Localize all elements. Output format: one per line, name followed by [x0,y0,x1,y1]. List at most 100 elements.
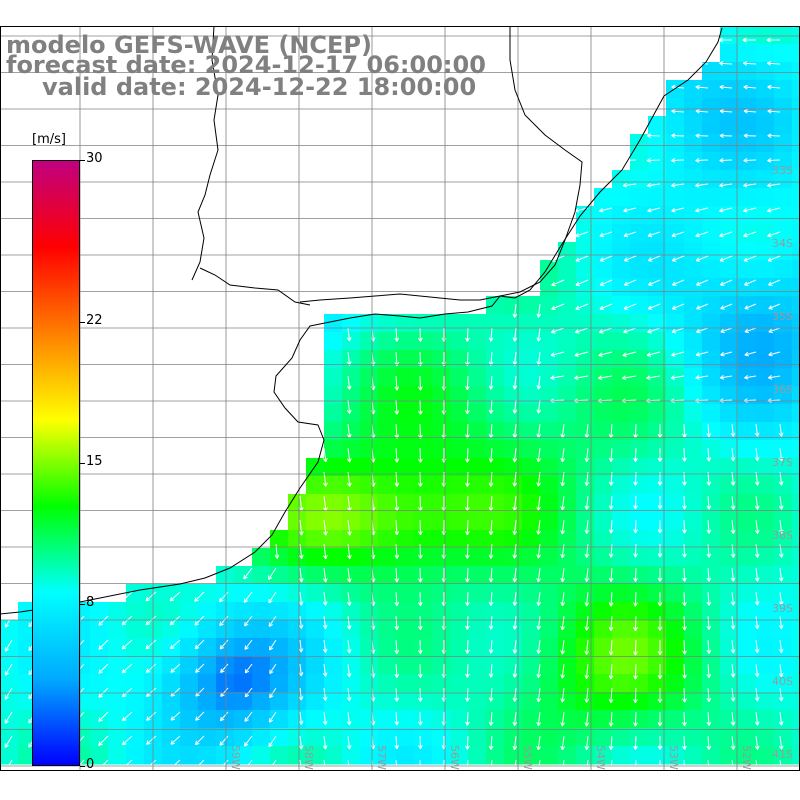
wind-speed-cell [558,314,577,333]
wind-arrow [488,519,494,536]
wind-speed-cell [234,656,253,675]
wind-arrow [269,639,277,651]
wind-speed-cell [522,566,541,585]
wind-arrow [778,687,784,702]
latitude-label: 41S [772,748,793,761]
wind-arrow [742,37,757,43]
wind-speed-cell [612,350,631,369]
wind-speed-cell [720,494,739,513]
wind-speed-cell [522,476,541,495]
wind-speed-cell [630,350,649,369]
wind-speed-cell [360,692,379,711]
wind-arrow [418,519,423,536]
wind-arrow [743,108,757,114]
wind-speed-cell [396,422,415,441]
wind-speed-cell [684,602,703,621]
latitude-label: 38S [772,529,793,542]
wind-arrow [551,279,565,287]
wind-speed-cell [486,458,505,477]
wind-speed-cell [792,458,800,477]
wind-arrow [647,303,661,310]
wind-speed-cell [684,134,703,153]
wind-speed-cell [648,368,667,387]
wind-speed-cell [504,620,523,639]
wind-speed-cell [108,620,127,639]
wind-speed-cell [540,494,559,513]
wind-speed-cell [684,350,703,369]
wind-speed-cell [414,602,433,621]
wind-speed-cell [288,620,307,639]
wind-speed-cell [522,386,541,405]
wind-speed-cell [612,296,631,315]
wind-arrow [608,495,614,510]
colorbar-tick-label: 22 [86,312,103,328]
wind-speed-cell [738,260,757,279]
wind-speed-cell [396,404,415,423]
latitude-label: 39S [772,602,793,615]
longitude-label: 53W [667,745,680,770]
wind-speed-cell [774,26,793,45]
wind-arrow [394,639,400,654]
wind-speed-cell [216,710,235,729]
wind-speed-cell [702,728,721,747]
wind-speed-cell [360,566,379,585]
wind-speed-cell [288,674,307,693]
wind-speed-cell [558,404,577,423]
wind-speed-cell [414,440,433,459]
wind-speed-cell [486,620,505,639]
wind-speed-cell [414,566,433,585]
wind-speed-cell [720,386,739,405]
wind-speed-cell [522,602,541,621]
wind-arrow [695,375,709,380]
wind-arrow [121,639,133,650]
wind-speed-cell [342,746,361,765]
wind-arrow [418,639,423,655]
wind-arrow [646,133,661,139]
wind-speed-cell [378,584,397,603]
wind-speed-cell [504,314,523,333]
wind-speed-cell [378,566,397,585]
wind-speed-cell [378,638,397,657]
wind-speed-cell [468,638,487,657]
wind-speed-cell [756,440,775,459]
wind-arrow [730,567,736,582]
wind-speed-cell [612,260,631,279]
wind-speed-cell [342,674,361,693]
wind-speed-cell [414,548,433,567]
wind-speed-cell [486,368,505,387]
wind-speed-cell [576,512,595,531]
wind-speed-cell [594,620,613,639]
wind-arrow [169,591,181,602]
wind-arrow [682,639,687,655]
wind-arrow [574,351,589,357]
wind-speed-cell [324,422,343,441]
wind-speed-cell [666,656,685,675]
wind-speed-cell [414,494,433,513]
wind-speed-cell [432,386,451,405]
wind-speed-cell [342,512,361,531]
wind-arrow [98,735,109,746]
wind-speed-cell [270,530,289,549]
wind-arrow [671,207,685,213]
wind-speed-cell [450,476,469,495]
wind-speed-cell [162,602,181,621]
wind-arrow [696,303,709,310]
wind-speed-cell [774,674,793,693]
wind-arrow [512,399,518,414]
longitude-label: 55W [521,745,534,770]
wind-speed-cell [306,566,325,585]
wind-speed-cell [612,710,631,729]
wind-arrow [574,375,589,380]
wind-speed-cell [702,440,721,459]
wind-speed-cell [756,602,775,621]
wind-speed-cell [594,296,613,315]
wind-speed-cell [432,566,451,585]
wind-speed-cell [756,332,775,351]
wind-speed-cell [0,746,19,765]
wind-arrow [744,327,757,334]
wind-speed-cell [90,746,109,765]
wind-arrow [743,255,757,262]
wind-arrow [418,615,423,631]
wind-arrow [778,423,784,437]
wind-speed-cell [720,98,739,117]
